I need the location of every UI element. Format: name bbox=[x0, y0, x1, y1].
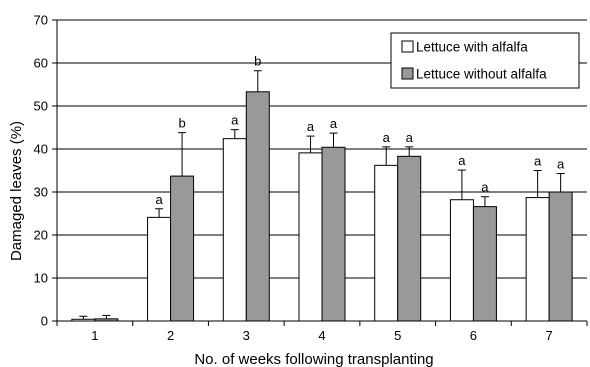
bar-without-alfalfa-week-7 bbox=[548, 191, 573, 322]
sig-letter-1-5: a bbox=[406, 130, 414, 145]
bar-with-alfalfa-week-5 bbox=[374, 164, 399, 322]
sig-letter-0-6: a bbox=[458, 153, 466, 168]
sig-letter-1-7: a bbox=[557, 157, 565, 172]
x-tick-label-1: 1 bbox=[91, 328, 98, 343]
x-tick-label-4: 4 bbox=[318, 328, 325, 343]
legend-box bbox=[390, 32, 580, 89]
bar-without-alfalfa-week-6 bbox=[472, 206, 497, 322]
y-tick-label-30: 30 bbox=[34, 185, 48, 200]
legend-swatch-without-alfalfa bbox=[401, 67, 414, 80]
y-tick-label-10: 10 bbox=[34, 271, 48, 286]
y-tick-label-20: 20 bbox=[34, 228, 48, 243]
x-tick-label-5: 5 bbox=[394, 328, 401, 343]
legend-label-with-alfalfa: Lettuce with alfalfa bbox=[416, 40, 528, 55]
sig-letter-0-2: a bbox=[155, 192, 163, 207]
sig-letter-0-5: a bbox=[383, 130, 391, 145]
axes bbox=[52, 19, 588, 326]
bar-without-alfalfa-week-4 bbox=[321, 146, 346, 322]
legend: Lettuce with alfalfa Lettuce without alf… bbox=[390, 32, 580, 89]
bar-with-alfalfa-week-3 bbox=[222, 138, 247, 322]
y-axis-title: Damaged leaves (%) bbox=[8, 121, 25, 261]
y-tick-label-40: 40 bbox=[34, 142, 48, 157]
y-tick-label-0: 0 bbox=[41, 314, 48, 329]
bar-without-alfalfa-week-2 bbox=[170, 175, 195, 322]
sig-letter-0-4: a bbox=[307, 119, 315, 134]
bar-with-alfalfa-week-7 bbox=[525, 197, 550, 322]
sig-letter-1-2: b bbox=[178, 116, 185, 131]
bar-with-alfalfa-week-2 bbox=[147, 216, 172, 322]
sig-letter-1-6: a bbox=[481, 180, 489, 195]
y-tick-label-60: 60 bbox=[34, 56, 48, 71]
bar-with-alfalfa-week-4 bbox=[298, 152, 323, 322]
bars bbox=[71, 70, 573, 322]
bar-without-alfalfa-week-5 bbox=[397, 155, 422, 322]
x-tick-label-2: 2 bbox=[167, 328, 174, 343]
x-axis-title: No. of weeks following transplanting bbox=[194, 351, 433, 367]
y-tick-label-50: 50 bbox=[34, 99, 48, 114]
legend-swatch-with-alfalfa bbox=[401, 40, 414, 53]
legend-label-without-alfalfa: Lettuce without alfalfa bbox=[416, 67, 547, 82]
bar-with-alfalfa-week-6 bbox=[449, 199, 474, 322]
y-tick-label-70: 70 bbox=[34, 13, 48, 28]
sig-letter-1-4: a bbox=[330, 116, 338, 131]
bar-without-alfalfa-week-3 bbox=[245, 91, 270, 322]
x-tick-label-6: 6 bbox=[470, 328, 477, 343]
sig-letter-0-3: a bbox=[231, 113, 239, 128]
sig-letter-1-3: b bbox=[254, 54, 261, 69]
x-tick-label-3: 3 bbox=[243, 328, 250, 343]
sig-letter-0-7: a bbox=[534, 154, 542, 169]
x-tick-label-7: 7 bbox=[546, 328, 553, 343]
